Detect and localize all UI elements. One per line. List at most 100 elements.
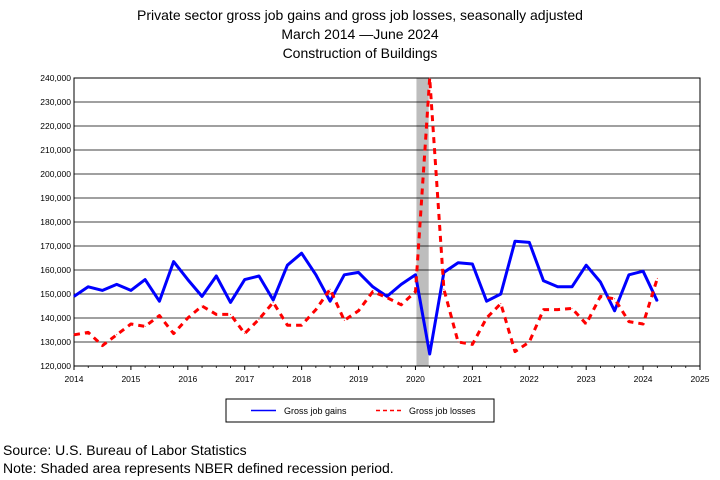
data-point [585, 323, 587, 325]
chart-industry: Construction of Buildings [282, 45, 438, 61]
data-point [614, 310, 616, 312]
legend: Gross job gains Gross job losses [225, 398, 495, 423]
x-tick-label: 2024 [634, 374, 653, 384]
data-point [301, 252, 303, 254]
data-point [386, 297, 388, 299]
data-point [130, 323, 132, 325]
data-point [272, 299, 274, 301]
data-point [116, 334, 118, 336]
data-point [144, 325, 146, 327]
x-tick-label: 2015 [121, 374, 140, 384]
chart-date-range: March 2014 —June 2024 [281, 26, 439, 42]
data-point [471, 343, 473, 345]
data-point [585, 264, 587, 266]
data-point [329, 288, 331, 290]
recession-note: Note: Shaded area represents NBER define… [3, 460, 394, 476]
data-point [244, 279, 246, 281]
data-point [628, 274, 630, 276]
data-point [158, 315, 160, 317]
data-point [87, 286, 89, 288]
data-point [343, 274, 345, 276]
data-point [400, 283, 402, 285]
x-tick-label: 2023 [577, 374, 596, 384]
data-point [457, 262, 459, 264]
x-tick-label: 2014 [65, 374, 84, 384]
y-tick-label: 140,000 [40, 313, 71, 323]
data-point [514, 240, 516, 242]
data-point [130, 289, 132, 291]
data-point [528, 241, 530, 243]
series-line-gross-job-gains [73, 239, 659, 356]
data-point [144, 279, 146, 281]
data-point [557, 286, 559, 288]
data-point [358, 310, 360, 312]
data-point [599, 281, 601, 283]
data-point [343, 319, 345, 321]
data-point [315, 309, 317, 311]
data-point [201, 295, 203, 297]
data-point [230, 301, 231, 303]
data-point [358, 271, 360, 273]
data-point [73, 295, 75, 297]
y-tick-label: 170,000 [40, 241, 71, 251]
data-point [73, 334, 75, 336]
data-point [471, 263, 473, 265]
data-point [286, 324, 288, 326]
series-line-gross-job-losses [73, 76, 659, 354]
y-tick-label: 190,000 [40, 193, 71, 203]
data-point [101, 345, 103, 347]
data-point [628, 321, 630, 323]
data-point [414, 274, 416, 276]
x-tick-label: 2017 [235, 374, 254, 384]
x-tick-label: 2019 [349, 374, 368, 384]
data-point [315, 274, 317, 276]
data-point [372, 286, 374, 288]
y-tick-label: 200,000 [40, 169, 71, 179]
y-tick-label: 130,000 [40, 337, 71, 347]
data-point [414, 291, 416, 293]
data-point [301, 324, 303, 326]
data-point [571, 286, 573, 288]
data-point [230, 313, 231, 315]
data-point [429, 353, 431, 355]
y-tick-label: 160,000 [40, 265, 71, 275]
data-point [258, 275, 260, 277]
y-tick-label: 220,000 [40, 121, 71, 131]
data-point [642, 323, 644, 325]
y-tick-label: 210,000 [40, 145, 71, 155]
data-point [329, 300, 331, 302]
legend-label: Gross job losses [409, 406, 476, 416]
data-point [642, 270, 644, 272]
line-chart: 120,000 130,000 140,000 150,000 160,000 170,0… [40, 73, 710, 423]
data-point [158, 300, 160, 302]
data-point [571, 307, 573, 309]
x-tick-label: 2022 [520, 374, 539, 384]
data-point [116, 283, 118, 285]
y-tick-label: 150,000 [40, 289, 71, 299]
data-point [486, 317, 488, 319]
data-point [557, 309, 559, 311]
data-point [528, 341, 530, 343]
legend-label: Gross job gains [284, 406, 347, 416]
legend-box [225, 398, 495, 423]
x-tick-label: 2021 [463, 374, 482, 384]
x-tick-label: 2020 [406, 374, 425, 384]
data-point [87, 331, 89, 333]
data-point [443, 288, 445, 290]
grid-lines [74, 77, 700, 367]
source-note: Source: U.S. Bureau of Labor Statistics [3, 442, 247, 458]
data-point [187, 317, 189, 319]
y-tick-label: 120,000 [40, 361, 71, 371]
data-point [244, 333, 246, 335]
data-point [486, 300, 488, 302]
data-point [272, 301, 274, 303]
chart-title: Private sector gross job gains and gross… [137, 7, 583, 23]
x-axis: 2014 2015 2016 2017 2018 2019 2020 2021 2022 2023… [65, 366, 710, 384]
data-point [614, 298, 616, 300]
x-tick-label: 2016 [178, 374, 197, 384]
series-group [73, 76, 659, 356]
y-tick-label: 230,000 [40, 97, 71, 107]
data-point [215, 275, 217, 277]
y-tick-label: 240,000 [40, 73, 71, 83]
data-point [372, 291, 374, 293]
